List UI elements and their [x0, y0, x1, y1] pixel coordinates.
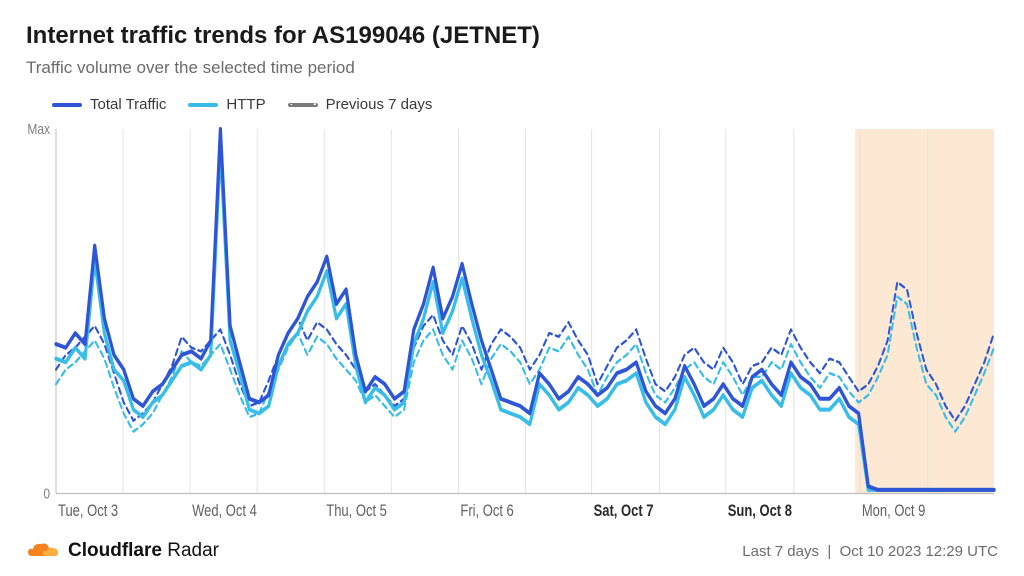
traffic-line-chart: Max 0 Tue, Oct 3 Wed, Oct 4 Thu, Oct 5 Fri, O… [26, 119, 998, 526]
svg-text:Mon, Oct 9: Mon, Oct 9 [862, 503, 926, 521]
svg-text:Tue, Oct 3: Tue, Oct 3 [58, 503, 118, 521]
svg-text:Sat, Oct 7: Sat, Oct 7 [594, 503, 654, 521]
legend-swatch-http-icon [188, 103, 218, 107]
chart-plot-area: Max 0 Tue, Oct 3 Wed, Oct 4 Thu, Oct 5 Fri, O… [26, 119, 998, 526]
svg-text:Fri, Oct 6: Fri, Oct 6 [460, 503, 513, 521]
chart-container: Internet traffic trends for AS199046 (JE… [0, 0, 1024, 576]
legend-item-total[interactable]: Total Traffic [52, 96, 166, 113]
svg-text:Sun, Oct 8: Sun, Oct 8 [728, 503, 792, 521]
legend-label-http: HTTP [226, 96, 265, 113]
brand: Cloudflare Radar [26, 540, 219, 562]
legend-label-total: Total Traffic [90, 96, 166, 113]
legend-item-http[interactable]: HTTP [188, 96, 265, 113]
svg-text:Thu, Oct 5: Thu, Oct 5 [326, 503, 387, 521]
brand-text: Cloudflare Radar [68, 540, 219, 562]
legend-swatch-prev-icon [288, 103, 318, 107]
svg-text:0: 0 [43, 485, 50, 502]
chart-title: Internet traffic trends for AS199046 (JE… [26, 22, 998, 50]
legend-label-prev: Previous 7 days [326, 96, 433, 113]
legend-item-prev[interactable]: Previous 7 days [288, 96, 433, 113]
legend-swatch-total-icon [52, 103, 82, 107]
svg-text:Max: Max [27, 121, 50, 138]
cloudflare-logo-icon [26, 540, 60, 562]
svg-text:Wed, Oct 4: Wed, Oct 4 [192, 503, 257, 521]
chart-subtitle: Traffic volume over the selected time pe… [26, 58, 998, 78]
footer-timestamp: Last 7 days | Oct 10 2023 12:29 UTC [742, 543, 998, 560]
footer: Cloudflare Radar Last 7 days | Oct 10 20… [26, 536, 998, 562]
legend: Total Traffic HTTP Previous 7 days [52, 96, 998, 113]
